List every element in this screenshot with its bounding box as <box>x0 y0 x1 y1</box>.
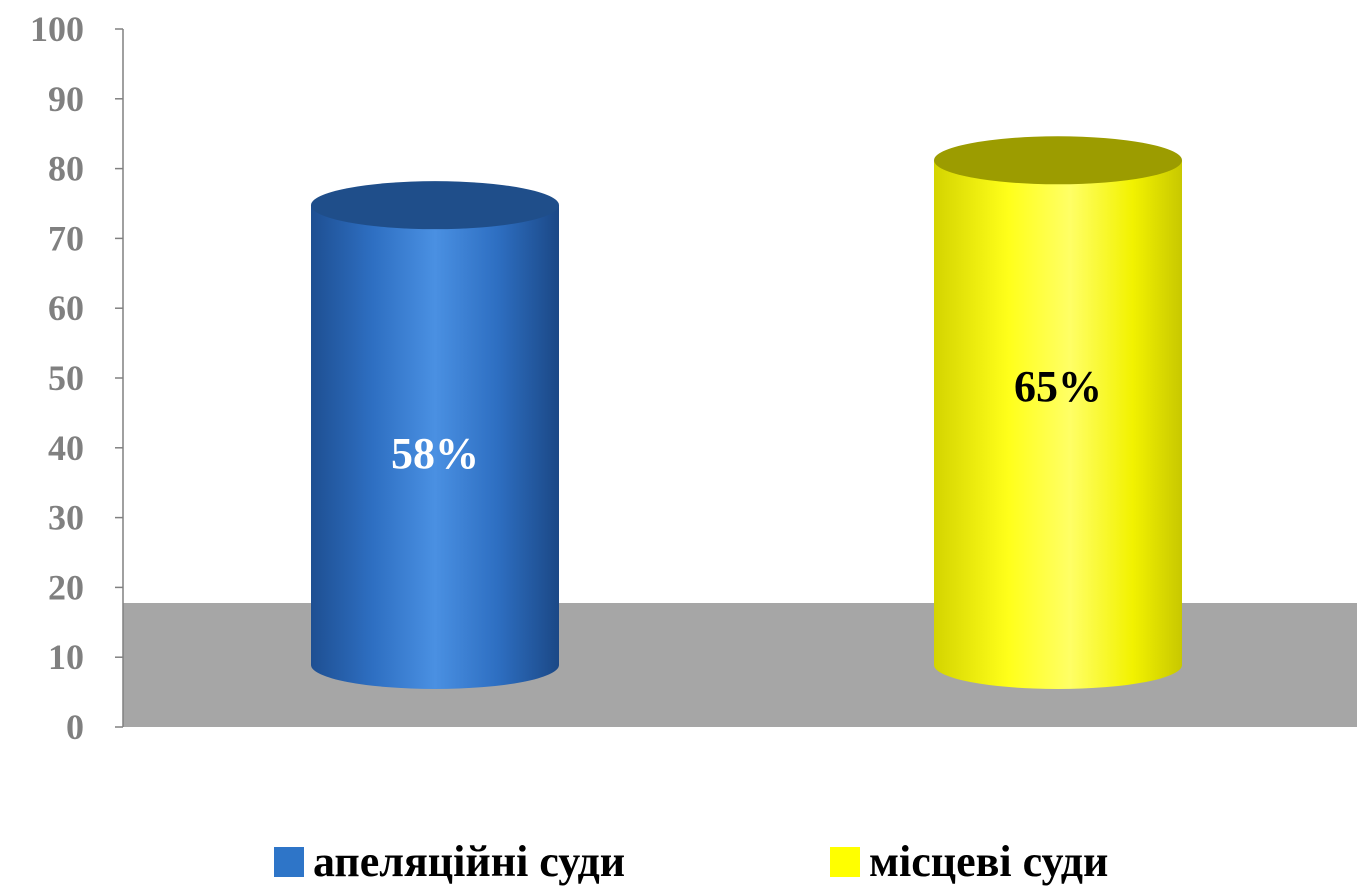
legend-swatch-yellow <box>830 847 860 877</box>
legend-label-local-courts: місцеві суди <box>869 837 1109 886</box>
bar-cylinder-2 <box>934 136 1182 690</box>
y-tick-label: 0 <box>66 707 84 747</box>
legend-item-appeal-courts: апеляційні суди <box>274 838 625 886</box>
data-label-2: 65% <box>1014 362 1102 411</box>
bar-top <box>311 181 559 230</box>
legend-swatch-blue <box>274 847 304 877</box>
y-tick-label: 20 <box>48 567 84 607</box>
bar-body <box>311 205 559 689</box>
y-tick-label: 80 <box>48 149 84 189</box>
data-label-1: 58% <box>391 429 479 478</box>
y-tick-label: 30 <box>48 498 84 538</box>
y-axis: 0 10 20 30 40 50 60 70 80 90 100 <box>30 9 124 747</box>
bars <box>311 136 1182 690</box>
y-tick-label: 90 <box>48 79 84 119</box>
y-tick-label: 10 <box>48 637 84 677</box>
y-tick-label: 50 <box>48 358 84 398</box>
legend: апеляційні суди місцеві суди <box>0 838 1357 886</box>
bar-cylinder-1 <box>311 181 559 689</box>
data-labels: 58% 65% <box>391 362 1102 478</box>
y-tick-label: 40 <box>48 428 84 468</box>
y-tick-label: 70 <box>48 218 84 258</box>
legend-label-appeal-courts: апеляційні суди <box>313 837 626 886</box>
y-tick-label: 60 <box>48 288 84 328</box>
bar-body <box>934 160 1182 690</box>
legend-item-local-courts: місцеві суди <box>830 838 1108 886</box>
y-tick-label: 100 <box>30 9 84 49</box>
bar-top <box>934 136 1182 185</box>
